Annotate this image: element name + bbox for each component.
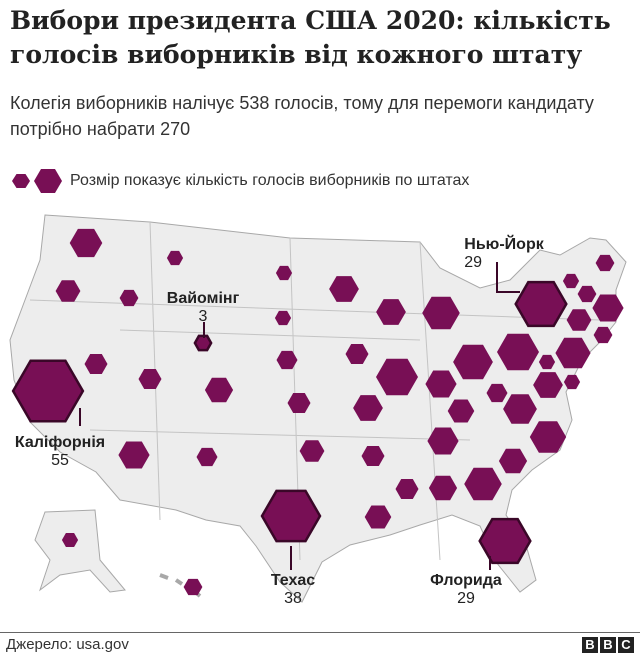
state-hex-pa [497,333,539,371]
state-hex-ak [61,533,79,547]
state-hex-nd [275,265,293,281]
state-hex-tn [427,427,459,455]
callout-name: Нью-Йорк [464,236,544,253]
state-hex-dc [563,374,581,390]
state-hex-fl [478,517,532,565]
state-hex-sd [274,310,292,326]
state-hex-ky [447,399,475,423]
state-hex-nc [529,421,567,453]
state-hex-ri [593,326,613,344]
callout-name: Флорида [430,572,502,589]
state-hex-ut [138,369,162,389]
legend: Розмір показує кількість голосів виборни… [8,168,469,194]
state-hex-md [533,372,563,398]
state-hex-nm [196,447,218,467]
subtitle: Колегія виборників налічує 538 голосів, … [10,93,594,139]
state-hex-ar [361,446,385,466]
state-hex-mi [422,296,460,330]
state-hex-in [425,370,457,398]
callout-votes: 55 [51,452,69,469]
state-hex-tx [260,489,322,543]
state-hex-va [503,394,537,424]
logo-letter: B [582,637,598,653]
legend-text: Розмір показує кількість голосів виборни… [70,172,470,189]
state-hex-la [364,505,392,529]
state-hex-wv [486,383,508,403]
state-hex-ok [299,440,325,462]
callout-florida: Флорида 29 [430,572,502,608]
state-hex-ia [345,344,369,364]
state-hex-ks [287,393,311,413]
callout-votes: 3 [198,308,208,325]
callout-new-york: Нью-Йорк 29 [464,236,543,272]
callout-name: Каліфорнія [14,434,106,451]
callout-wyoming: Вайомінг 3 [167,290,239,326]
state-hex-de [538,354,556,370]
state-hex-oh [453,344,493,380]
state-hex-ca [11,359,85,423]
state-hex-wi [376,299,406,325]
callout-texas: Техас 38 [271,572,315,608]
state-hex-me [595,254,615,272]
state-hex-mo [353,395,383,421]
bbc-logo: B B C [582,637,634,653]
state-hex-sc [498,448,528,474]
state-hex-ny [514,280,568,328]
state-hex-ne [276,350,298,370]
state-hex-mn [329,276,359,302]
state-hex-nh [577,285,597,303]
state-hex-mt [166,250,184,266]
state-hex-az [118,441,150,469]
us-mainland-shape [9,214,627,603]
logo-letter: C [618,637,634,653]
state-hex-wy [193,334,213,352]
state-hex-wa [69,228,103,258]
page-title: Вибори президента США 2020: кількість го… [10,6,611,69]
callout-name: Техас [270,572,316,589]
state-hex-co [204,377,234,403]
state-hex-ms [395,479,419,499]
us-map [9,214,627,603]
leader-lines [79,262,520,570]
callout-name: Вайомінг [166,290,240,307]
state-hex-nv [84,354,108,374]
state-hex-id [119,289,139,307]
hexagon-legend-icon [12,169,62,193]
state-hex-al [428,475,458,501]
callout-votes: 29 [464,254,483,271]
footer-divider [0,632,640,633]
logo-letter: B [600,637,616,653]
state-hex-ma [592,294,624,322]
callout-votes: 38 [284,590,302,607]
state-hex-hi [183,578,203,596]
state-hex-nj [555,337,591,369]
callout-california: Каліфорнія 55 [15,434,105,470]
state-hex-ct [566,309,592,331]
alaska-shape [34,509,126,593]
state-hex-ga [464,467,502,501]
callout-votes: 29 [457,590,475,607]
state-hex-or [55,280,81,302]
state-hex-vt [562,273,580,289]
state-hex-il [376,358,418,396]
source-text: Джерело: usa.gov [6,636,129,653]
